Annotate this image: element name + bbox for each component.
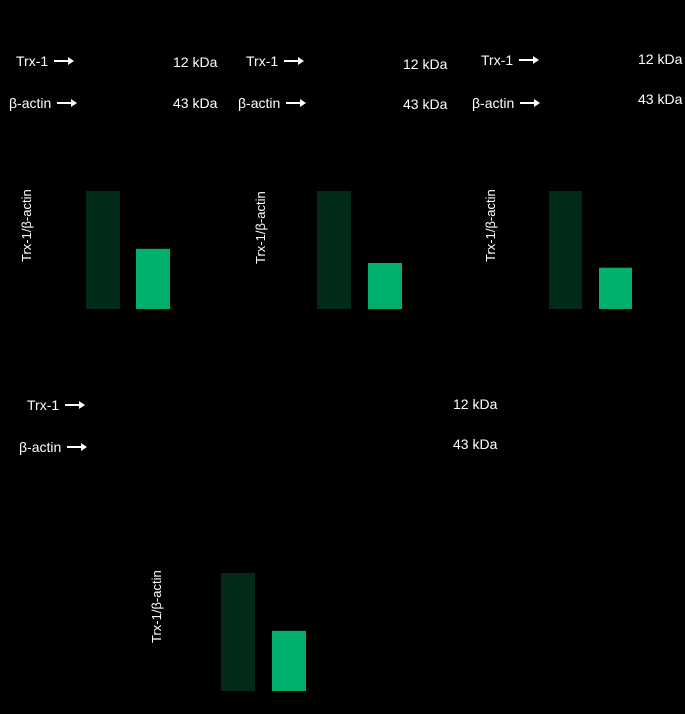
- arrow-right-icon: [65, 400, 86, 410]
- beta-actin-kda-label: 43 kDa: [403, 96, 448, 112]
- trx1-band-label: Trx-1: [481, 52, 540, 68]
- trx1-kda-label: 12 kDa: [638, 51, 683, 67]
- beta-actin-kda-label: 43 kDa: [173, 95, 218, 111]
- bar-2: [368, 262, 402, 309]
- arrow-right-icon: [54, 56, 75, 66]
- beta-actin-label-text: β-actin: [19, 439, 62, 455]
- beta-actin-band-label: β-actin: [19, 439, 88, 455]
- bar-2: [136, 248, 170, 309]
- trx1-kda-label: 12 kDa: [403, 56, 448, 72]
- arrow-right-icon: [286, 98, 307, 108]
- trx1-band-label: Trx-1: [246, 53, 305, 69]
- trx1-label-text: Trx-1: [16, 53, 49, 69]
- arrow-right-icon: [57, 98, 78, 108]
- arrow-right-icon: [67, 442, 88, 452]
- beta-actin-band-label: β-actin: [472, 95, 541, 111]
- trx1-label-text: Trx-1: [246, 53, 279, 69]
- trx1-band-label: Trx-1: [27, 397, 86, 413]
- bar-1: [221, 573, 255, 691]
- trx1-kda-label: 12 kDa: [173, 54, 218, 70]
- beta-actin-label-text: β-actin: [9, 95, 52, 111]
- arrow-right-icon: [520, 98, 541, 108]
- arrow-right-icon: [284, 56, 305, 66]
- bar-2: [272, 630, 306, 691]
- arrow-right-icon: [519, 55, 540, 65]
- bar-1: [86, 191, 120, 309]
- bar-1: [549, 191, 582, 309]
- beta-actin-kda-label: 43 kDa: [453, 436, 498, 452]
- beta-actin-kda-label: 43 kDa: [638, 91, 683, 107]
- trx1-label-text: Trx-1: [27, 397, 60, 413]
- beta-actin-band-label: β-actin: [238, 95, 307, 111]
- bar-2: [599, 267, 632, 309]
- beta-actin-label-text: β-actin: [472, 95, 515, 111]
- bar-1: [317, 191, 351, 309]
- trx1-label-text: Trx-1: [481, 52, 514, 68]
- beta-actin-band-label: β-actin: [9, 95, 78, 111]
- beta-actin-label-text: β-actin: [238, 95, 281, 111]
- trx1-kda-label: 12 kDa: [453, 396, 498, 412]
- trx1-band-label: Trx-1: [16, 53, 75, 69]
